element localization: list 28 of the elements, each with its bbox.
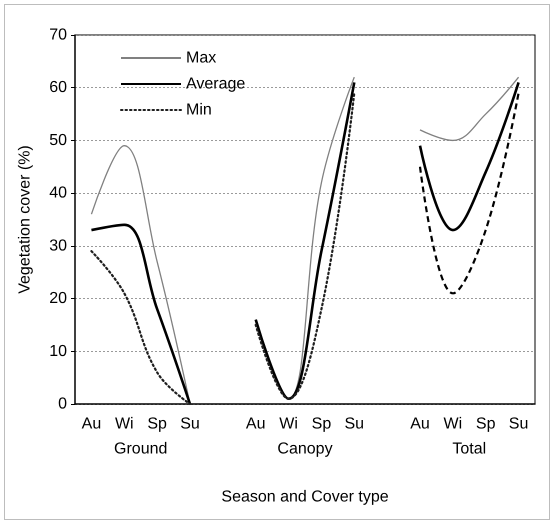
x-axis-title: Season and Cover type <box>221 488 389 506</box>
x-tick-label: Su <box>180 416 200 432</box>
x-tick-label: Wi <box>444 416 462 432</box>
x-tick-label: Sp <box>147 416 168 432</box>
x-tick-label: Su <box>508 416 528 432</box>
x-tick-label: Au <box>82 416 102 432</box>
legend-label: Max <box>186 50 216 66</box>
y-tick-label: 70 <box>49 26 68 44</box>
y-tick-label: 10 <box>49 342 68 360</box>
y-tick-label: 20 <box>49 290 68 308</box>
legend-label: Min <box>186 102 212 118</box>
text: Ground <box>114 440 168 458</box>
y-tick-label: 60 <box>49 79 68 96</box>
y-tick-label: 50 <box>49 132 68 149</box>
x-tick-label: Su <box>344 416 364 432</box>
x-tick-label: Au <box>410 416 430 432</box>
y-tick-label: 0 <box>58 396 68 412</box>
x-tick-label: Wi <box>279 416 298 432</box>
text: Total <box>452 440 486 458</box>
y-tick-label: 40 <box>49 184 68 202</box>
x-tick-label: Sp <box>476 416 496 432</box>
legend-label: Average <box>186 76 246 92</box>
y-tick-label: 30 <box>49 237 68 254</box>
text: Canopy <box>277 440 333 458</box>
x-tick-label: Sp <box>312 416 332 432</box>
y-axis-title: Vegetation cover (%) <box>16 145 34 294</box>
x-tick-label: Wi <box>114 416 134 432</box>
x-tick-label: Au <box>246 416 266 432</box>
